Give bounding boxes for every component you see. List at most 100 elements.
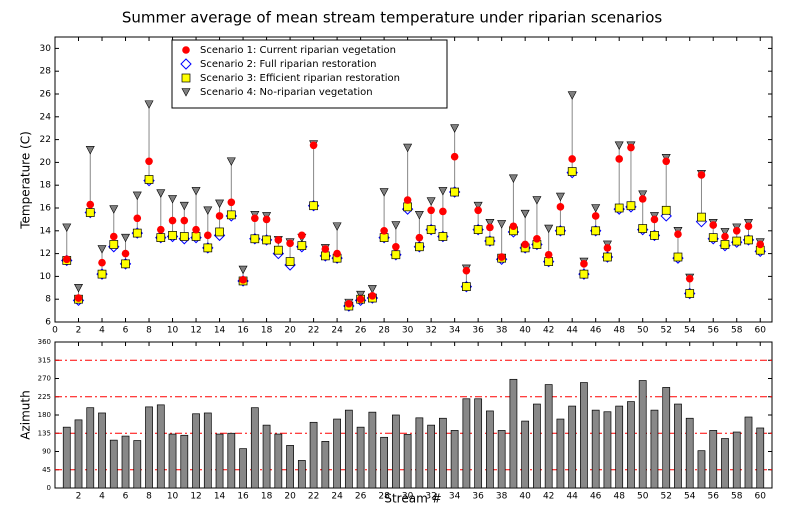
bar: [145, 406, 153, 489]
x-tick-label: 60: [755, 326, 767, 336]
point: [744, 235, 753, 245]
point: [521, 240, 529, 249]
point: [121, 249, 130, 258]
x-tick-label: 2: [76, 326, 82, 336]
point: [133, 214, 142, 223]
point: [614, 141, 624, 150]
x-axis-label: Stream #: [384, 492, 441, 506]
x-tick-label: 28: [378, 326, 390, 336]
legend-marker: [182, 46, 190, 54]
point: [591, 212, 600, 220]
x-tick-label: 24: [331, 326, 343, 336]
point: [74, 294, 83, 302]
x-tick-label: 46: [590, 326, 602, 336]
x-tick-label: 2: [76, 492, 82, 502]
point: [556, 203, 565, 211]
bar: [344, 409, 353, 489]
point: [473, 225, 483, 235]
bar: [427, 424, 436, 489]
y-tick-label: 0: [47, 484, 51, 492]
point: [192, 225, 200, 234]
bar: [86, 407, 95, 489]
legend-marker: [181, 73, 191, 83]
x-tick-label: 52: [660, 492, 671, 502]
x-tick-label: 28: [378, 492, 390, 502]
bar: [756, 427, 765, 489]
bar: [521, 420, 530, 489]
bar: [709, 430, 718, 489]
point: [380, 227, 388, 235]
point: [179, 232, 189, 241]
point: [321, 245, 330, 253]
point: [203, 243, 213, 253]
point: [697, 212, 706, 222]
legend-label: Scenario 4: No-riparian vegetation: [200, 87, 373, 98]
bar: [697, 450, 706, 489]
x-tick-label: 20: [284, 326, 296, 336]
bar: [239, 448, 247, 489]
y-tick-label: 8: [45, 295, 51, 305]
point: [438, 187, 448, 196]
bar: [98, 412, 106, 489]
point: [403, 196, 412, 204]
point: [286, 239, 294, 248]
x-tick-label: 58: [731, 326, 743, 336]
bar: [133, 440, 142, 489]
bar: [721, 438, 729, 489]
y-axis-label: Azimuth: [19, 390, 33, 439]
point: [533, 234, 541, 243]
x-tick-label: 20: [284, 492, 296, 502]
point: [567, 167, 577, 176]
point: [720, 240, 730, 249]
point: [580, 260, 588, 268]
bar: [415, 417, 424, 489]
x-tick-label: 30: [402, 326, 414, 336]
point: [262, 235, 271, 245]
point: [567, 91, 577, 100]
point: [379, 233, 389, 242]
point: [415, 242, 424, 252]
bar: [368, 411, 377, 489]
point: [227, 198, 236, 207]
bar: [180, 434, 189, 489]
point: [685, 274, 694, 283]
y-tick-label: 26: [40, 90, 52, 100]
legend-marker: [180, 58, 192, 70]
point: [168, 195, 178, 204]
point: [332, 222, 342, 231]
point: [145, 157, 153, 166]
legend-label: Scenario 2: Full riparian restoration: [200, 59, 376, 70]
x-tick-label: 12: [190, 326, 201, 336]
point: [179, 201, 189, 211]
y-tick-label: 22: [40, 135, 51, 145]
bar: [333, 418, 341, 489]
point: [215, 212, 224, 220]
y-tick-label: 30: [40, 44, 52, 54]
x-tick-label: 48: [613, 492, 625, 502]
point: [109, 232, 118, 241]
point: [168, 216, 177, 225]
y-tick-label: 20: [40, 158, 52, 168]
bar: [474, 398, 483, 489]
x-tick-label: 38: [496, 326, 508, 336]
x-tick-label: 40: [519, 326, 531, 336]
point: [450, 152, 459, 161]
x-tick-label: 16: [237, 492, 249, 502]
chart-title: Summer average of mean stream temperatur…: [122, 9, 663, 27]
x-tick-label: 30: [402, 492, 414, 502]
bar: [62, 426, 71, 489]
point: [544, 224, 554, 234]
point: [485, 219, 495, 228]
point: [439, 207, 447, 216]
point: [333, 249, 341, 258]
bar: [497, 430, 506, 489]
y-tick-label: 16: [40, 204, 52, 214]
bar: [156, 404, 165, 489]
x-tick-label: 54: [684, 326, 696, 336]
point: [144, 175, 154, 184]
point: [626, 201, 636, 211]
y-tick-label: 180: [38, 411, 51, 419]
x-tick-label: 0: [52, 326, 58, 336]
point: [426, 197, 436, 206]
point: [379, 188, 389, 197]
